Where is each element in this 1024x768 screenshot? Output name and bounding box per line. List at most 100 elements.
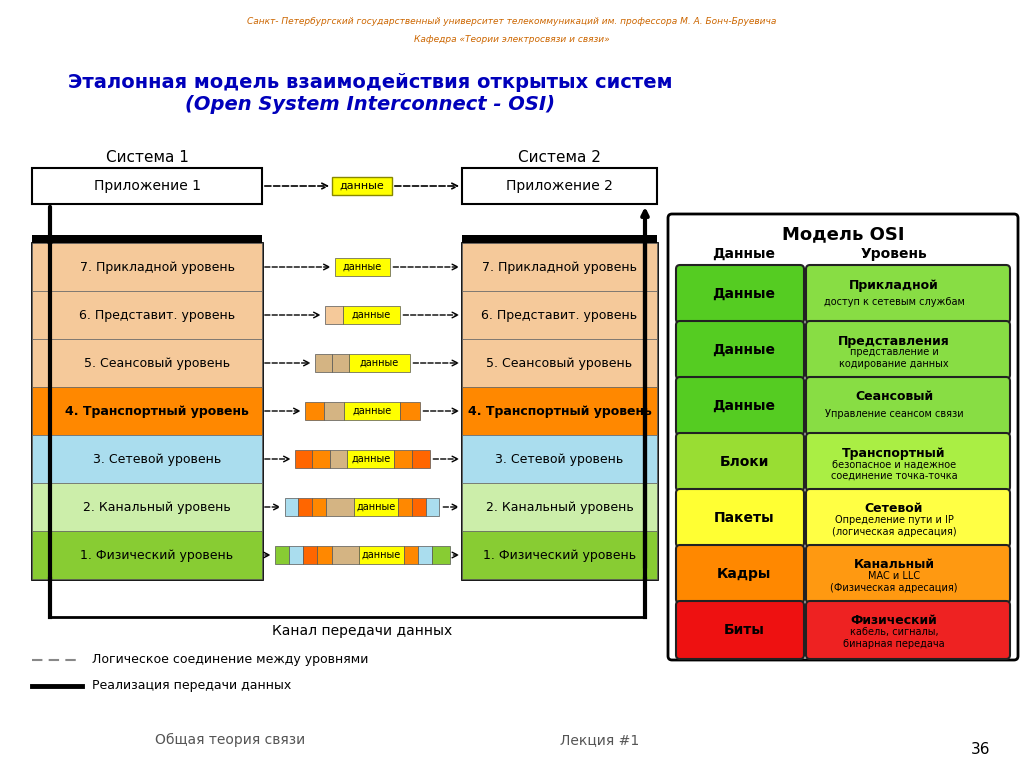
Bar [314,354,332,372]
FancyBboxPatch shape [676,433,804,491]
Text: данные: данные [340,181,384,191]
Text: кабель, сигналы,
бинарная передача: кабель, сигналы, бинарная передача [843,627,945,649]
Text: 7. Прикладной уровень: 7. Прикладной уровень [482,260,637,273]
FancyBboxPatch shape [668,214,1018,660]
Text: 3. Сетевой уровень: 3. Сетевой уровень [93,452,221,465]
Text: Модель OSI: Модель OSI [781,225,904,243]
Text: доступ к сетевым службам: доступ к сетевым службам [823,297,965,307]
Bar [32,435,262,483]
Bar [316,546,332,564]
Bar [32,531,262,579]
FancyBboxPatch shape [676,489,804,547]
FancyBboxPatch shape [676,601,804,659]
FancyBboxPatch shape [676,265,804,323]
Text: данные: данные [359,358,398,368]
Text: 2. Канальный уровень: 2. Канальный уровень [485,501,634,514]
Bar [462,243,657,291]
Text: Блоки: Блоки [719,455,769,469]
Bar [462,435,657,483]
Bar [285,498,298,516]
Bar [404,546,418,564]
Text: данные: данные [342,262,382,272]
Text: Пакеты: Пакеты [714,511,774,525]
Bar [344,402,400,420]
Text: 4. Транспортный уровень: 4. Транспортный уровень [66,405,249,418]
FancyBboxPatch shape [32,243,262,579]
Text: Данные: Данные [713,399,775,413]
Bar [349,354,410,372]
Text: Данные: Данные [713,287,775,301]
FancyBboxPatch shape [806,489,1010,547]
Bar [32,339,262,387]
FancyBboxPatch shape [332,177,392,195]
Text: 5. Сеансовый уровень: 5. Сеансовый уровень [486,356,633,369]
Bar [418,546,432,564]
Text: Канал передачи данных: Канал передачи данных [272,624,453,638]
Text: Биты: Биты [724,623,765,637]
FancyBboxPatch shape [676,377,804,435]
Bar [312,450,330,468]
Text: Приложение 1: Приложение 1 [93,179,201,193]
FancyBboxPatch shape [676,321,804,379]
Bar [462,531,657,579]
Text: Общая теория связи: Общая теория связи [155,733,305,747]
FancyBboxPatch shape [32,168,262,204]
Text: Санкт- Петербургский государственный университет телекоммуникаций им. профессора: Санкт- Петербургский государственный уни… [248,18,776,27]
Bar [312,498,327,516]
FancyBboxPatch shape [806,377,1010,435]
Text: данные: данные [352,406,391,416]
Bar [343,306,399,324]
Text: представление и
кодирование данных: представление и кодирование данных [840,347,949,369]
Text: Представления: Представления [838,335,950,347]
Bar [332,354,349,372]
Bar [412,498,426,516]
Bar [400,402,420,420]
Bar [298,498,312,516]
Bar [432,546,450,564]
Text: 1. Физический уровень: 1. Физический уровень [81,548,233,561]
Bar [358,546,404,564]
Text: MAC и LLC
(Физическая адресация): MAC и LLC (Физическая адресация) [830,571,957,593]
FancyBboxPatch shape [462,243,657,579]
Text: Управление сеансом связи: Управление сеансом связи [824,409,964,419]
Bar [32,235,262,243]
Text: данные: данные [356,502,395,512]
Bar [32,387,262,435]
Text: Кадры: Кадры [717,567,771,581]
Text: Лекция #1: Лекция #1 [560,733,640,747]
FancyBboxPatch shape [806,321,1010,379]
Text: 1. Физический уровень: 1. Физический уровень [483,548,636,561]
FancyBboxPatch shape [806,433,1010,491]
Text: (Open System Interconnect - OSI): (Open System Interconnect - OSI) [185,95,555,114]
FancyBboxPatch shape [676,545,804,603]
Text: Уровень: Уровень [860,247,928,261]
Bar [332,546,358,564]
Bar [330,450,347,468]
Text: Сетевой: Сетевой [865,502,924,515]
Bar [304,402,324,420]
Bar [327,498,354,516]
Text: 2. Канальный уровень: 2. Канальный уровень [83,501,230,514]
Text: 3. Сетевой уровень: 3. Сетевой уровень [496,452,624,465]
Text: Реализация передачи данных: Реализация передачи данных [92,680,291,693]
FancyBboxPatch shape [806,601,1010,659]
FancyBboxPatch shape [462,168,657,204]
Bar [394,450,412,468]
Text: Определение пути и IP
(логическая адресация): Определение пути и IP (логическая адреса… [831,515,956,537]
Text: безопасное и надежное
соединение точка-точка: безопасное и надежное соединение точка-т… [830,459,957,481]
FancyBboxPatch shape [806,265,1010,323]
Text: 5. Сеансовый уровень: 5. Сеансовый уровень [84,356,230,369]
Text: Транспортный: Транспортный [843,446,946,459]
FancyBboxPatch shape [806,545,1010,603]
Bar [32,483,262,531]
Text: Логическое соединение между уровнями: Логическое соединение между уровнями [92,654,369,667]
Bar [462,291,657,339]
Text: Кафедра «Теории электросвязи и связи»: Кафедра «Теории электросвязи и связи» [414,35,610,45]
Bar [302,546,316,564]
Text: Приложение 2: Приложение 2 [506,179,613,193]
Text: 7. Прикладной уровень: 7. Прикладной уровень [80,260,234,273]
Bar [347,450,394,468]
Bar [289,546,302,564]
Text: 36: 36 [971,743,990,757]
Bar [412,450,429,468]
